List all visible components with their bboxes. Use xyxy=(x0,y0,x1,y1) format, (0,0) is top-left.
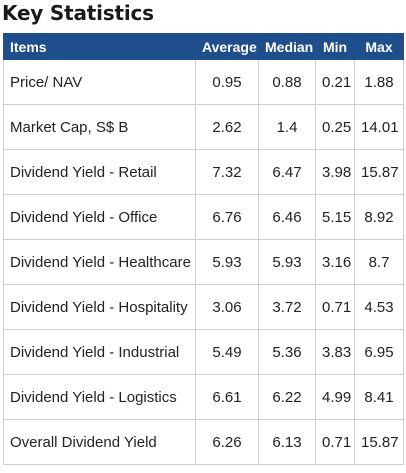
row-item-label: Price/ NAV xyxy=(3,59,196,105)
table-body: Price/ NAV 0.95 0.88 0.21 1.88 Market Ca… xyxy=(3,59,404,465)
cell-median: 3.72 xyxy=(258,284,316,330)
cell-average: 2.62 xyxy=(195,104,259,150)
cell-max: 15.87 xyxy=(354,149,404,195)
row-item-label: Dividend Yield - Retail xyxy=(3,149,196,195)
cell-max: 8.7 xyxy=(354,239,404,285)
cell-average: 5.93 xyxy=(195,239,259,285)
cell-median: 6.46 xyxy=(258,194,316,240)
row-item-label: Market Cap, S$ B xyxy=(3,104,196,150)
column-header-min: Min xyxy=(315,33,355,60)
cell-average: 6.61 xyxy=(195,374,259,420)
cell-min: 5.15 xyxy=(315,194,355,240)
row-item-label: Dividend Yield - Healthcare xyxy=(3,239,196,285)
cell-min: 0.71 xyxy=(315,419,355,465)
column-header-average: Average xyxy=(195,33,259,60)
cell-median: 6.47 xyxy=(258,149,316,195)
cell-average: 6.76 xyxy=(195,194,259,240)
cell-median: 1.4 xyxy=(258,104,316,150)
table-row: Overall Dividend Yield 6.26 6.13 0.71 15… xyxy=(3,419,404,465)
table-row: Price/ NAV 0.95 0.88 0.21 1.88 xyxy=(3,59,404,105)
cell-max: 14.01 xyxy=(354,104,404,150)
column-header-items: Items xyxy=(3,33,196,60)
cell-max: 8.41 xyxy=(354,374,404,420)
cell-average: 5.49 xyxy=(195,329,259,375)
cell-max: 1.88 xyxy=(354,59,404,105)
cell-min: 0.25 xyxy=(315,104,355,150)
cell-average: 6.26 xyxy=(195,419,259,465)
cell-average: 3.06 xyxy=(195,284,259,330)
cell-min: 0.71 xyxy=(315,284,355,330)
row-item-label: Dividend Yield - Industrial xyxy=(3,329,196,375)
cell-min: 3.16 xyxy=(315,239,355,285)
table-row: Market Cap, S$ B 2.62 1.4 0.25 14.01 xyxy=(3,104,404,150)
cell-min: 0.21 xyxy=(315,59,355,105)
cell-average: 0.95 xyxy=(195,59,259,105)
cell-max: 4.53 xyxy=(354,284,404,330)
table-row: Dividend Yield - Logistics 6.61 6.22 4.9… xyxy=(3,374,404,420)
page-title: Key Statistics xyxy=(2,1,154,25)
cell-min: 3.83 xyxy=(315,329,355,375)
header-row: Items Average Median Min Max xyxy=(3,33,404,60)
table-row: Dividend Yield - Retail 7.32 6.47 3.98 1… xyxy=(3,149,404,195)
cell-max: 8.92 xyxy=(354,194,404,240)
column-header-max: Max xyxy=(354,33,404,60)
cell-max: 6.95 xyxy=(354,329,404,375)
row-item-label: Dividend Yield - Logistics xyxy=(3,374,196,420)
table-row: Dividend Yield - Industrial 5.49 5.36 3.… xyxy=(3,329,404,375)
cell-median: 0.88 xyxy=(258,59,316,105)
cell-min: 3.98 xyxy=(315,149,355,195)
table-header: Items Average Median Min Max xyxy=(3,33,404,60)
row-item-label: Dividend Yield - Office xyxy=(3,194,196,240)
cell-min: 4.99 xyxy=(315,374,355,420)
cell-median: 5.36 xyxy=(258,329,316,375)
table-row: Dividend Yield - Office 6.76 6.46 5.15 8… xyxy=(3,194,404,240)
column-header-median: Median xyxy=(258,33,316,60)
table-row: Dividend Yield - Healthcare 5.93 5.93 3.… xyxy=(3,239,404,285)
cell-median: 5.93 xyxy=(258,239,316,285)
cell-average: 7.32 xyxy=(195,149,259,195)
row-item-label: Overall Dividend Yield xyxy=(3,419,196,465)
table-row: Dividend Yield - Hospitality 3.06 3.72 0… xyxy=(3,284,404,330)
cell-median: 6.22 xyxy=(258,374,316,420)
row-item-label: Dividend Yield - Hospitality xyxy=(3,284,196,330)
cell-max: 15.87 xyxy=(354,419,404,465)
cell-median: 6.13 xyxy=(258,419,316,465)
key-statistics-table: Items Average Median Min Max Price/ NAV … xyxy=(3,33,404,465)
